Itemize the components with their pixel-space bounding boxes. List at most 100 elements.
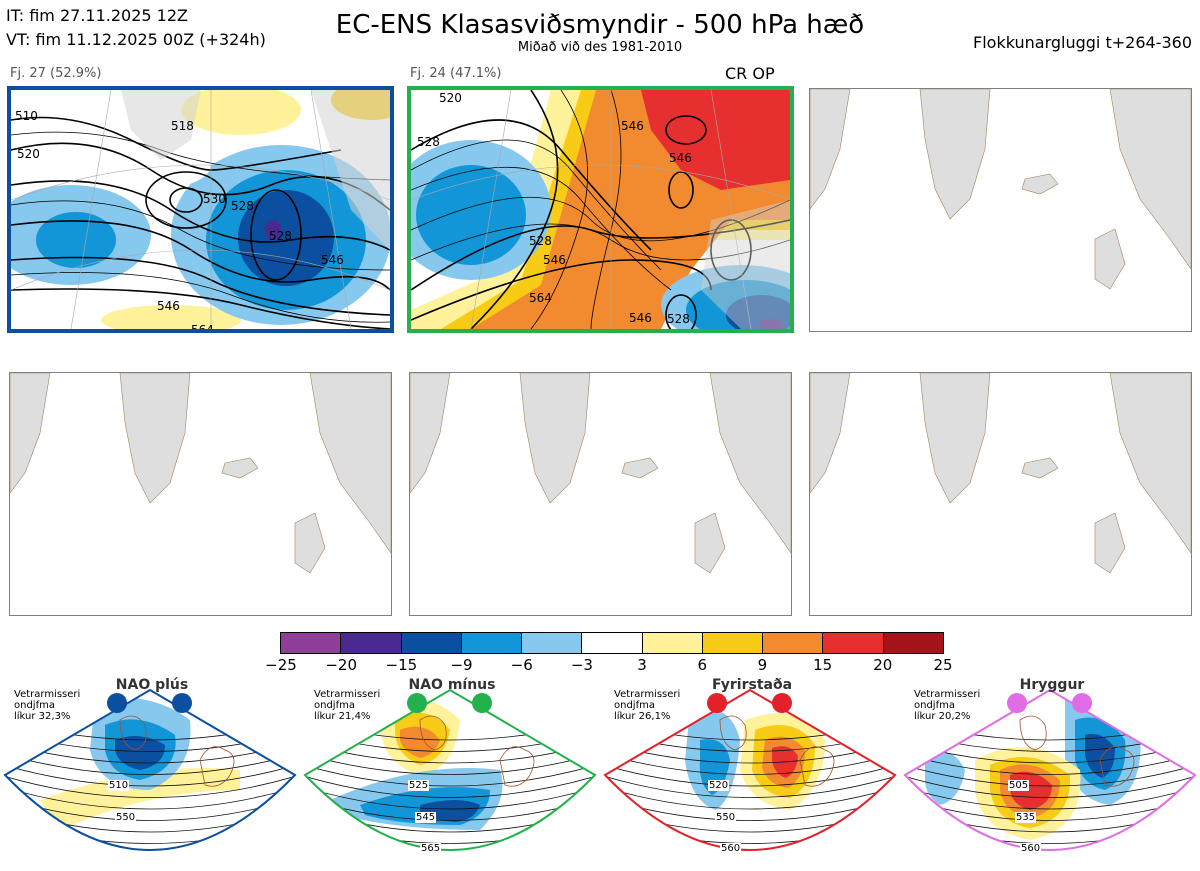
regime-probability: Vetrarmisseri ondjfma líkur 20,2% <box>914 689 980 722</box>
contour-label: 546 <box>543 253 566 267</box>
regime-indicator-dot <box>772 693 792 713</box>
regime-contour-label: 545 <box>415 812 437 823</box>
contour-label: 528 <box>269 229 292 243</box>
empty-map <box>10 373 391 574</box>
cluster-2-map[interactable]: 520 528 546 546 564 546 528 546 528 <box>407 86 794 333</box>
cluster-1-label: Fj. 27 (52.9%) <box>10 66 102 81</box>
regime-title: NAO plús <box>115 677 189 693</box>
anomaly-colorbar <box>280 632 944 654</box>
contour-label: 564 <box>191 323 214 329</box>
colorbar-swatch <box>461 633 523 653</box>
regime-indicator-dot <box>107 693 127 713</box>
regime-contour-label: 535 <box>1015 812 1037 823</box>
initial-time: IT: fim 27.11.2025 12Z <box>6 6 188 25</box>
colorbar-swatch <box>401 633 462 653</box>
regime-contour-label: 560 <box>1020 843 1042 854</box>
contour-label: 546 <box>629 311 652 325</box>
colorbar-swatch <box>883 633 943 653</box>
contour-label: 528 <box>667 312 690 326</box>
colorbar-tick-label: −6 <box>510 656 533 674</box>
regime-contour-label: 505 <box>1008 780 1030 791</box>
regime-info-line: líkur 21,4% <box>314 711 371 722</box>
colorbar-swatch <box>582 633 643 653</box>
classification-window: Flokkunargluggi t+264-360 <box>973 33 1192 52</box>
contour-label: 530 <box>203 192 226 206</box>
colorbar-swatch <box>823 633 884 653</box>
cluster-3-map[interactable] <box>809 88 1192 332</box>
empty-map <box>810 89 1191 290</box>
contour-label: 546 <box>157 299 180 313</box>
colorbar-swatch <box>702 633 764 653</box>
regime-contour-label: 525 <box>408 780 430 791</box>
regime-title: NAO mínus <box>408 677 496 693</box>
colorbar-tick-label: 6 <box>697 656 708 674</box>
colorbar-swatch <box>281 633 342 653</box>
contour-label: 528 <box>231 199 254 213</box>
cluster-4-map[interactable] <box>9 372 392 616</box>
regime-info-line: ondjfma <box>614 700 655 711</box>
cluster-6-map[interactable] <box>809 372 1192 616</box>
contour-label: 520 <box>17 147 40 161</box>
contour-label: 546 <box>621 119 644 133</box>
regime-contour-label: 510 <box>108 780 130 791</box>
regime-info-line: ondjfma <box>14 700 55 711</box>
regime-info-line: líkur 32,3% <box>14 711 71 722</box>
regime-info-line: ondjfma <box>914 700 955 711</box>
regime-info-line: Vetrarmisseri <box>314 689 381 700</box>
regime-indicator-dot <box>1072 693 1092 713</box>
colorbar-swatch <box>763 633 824 653</box>
valid-time: VT: fim 11.12.2025 00Z (+324h) <box>6 30 266 49</box>
regime-info-line: ondjfma <box>314 700 355 711</box>
colorbar-swatch <box>642 633 703 653</box>
colorbar-tick-label: −3 <box>570 656 593 674</box>
colorbar-tick-label: 15 <box>813 656 833 674</box>
regime-indicator-dot <box>407 693 427 713</box>
contour-label: 528 <box>529 234 552 248</box>
regime-contour-label: 560 <box>720 843 742 854</box>
regime-title: Hryggur <box>1019 677 1085 693</box>
contour-label: 546 <box>321 253 344 267</box>
contour-label: 520 <box>439 91 462 105</box>
regime-probability: Vetrarmisseri ondjfma líkur 32,3% <box>14 689 80 722</box>
regime-probability: Vetrarmisseri ondjfma líkur 26,1% <box>614 689 680 722</box>
contour-label: 564 <box>529 291 552 305</box>
cluster-1-anomaly-field: 510 518 520 528 530 528 546 546 564 <box>11 90 390 329</box>
regime-title: Fyrirstaða <box>711 677 793 693</box>
cluster-1-map[interactable]: 510 518 520 528 530 528 546 546 564 <box>7 86 394 333</box>
cluster-2-label: Fj. 24 (47.1%) <box>410 66 502 81</box>
regime-info-line: líkur 26,1% <box>614 711 671 722</box>
colorbar-tick-label: 9 <box>757 656 768 674</box>
regime-indicator-dot <box>472 693 492 713</box>
regime-contour-label: 520 <box>708 780 730 791</box>
contour-label: 510 <box>15 109 38 123</box>
colorbar-tick-label: 3 <box>637 656 647 674</box>
cluster-5-map[interactable] <box>409 372 792 616</box>
colorbar-swatch <box>341 633 402 653</box>
page-title: EC-ENS Klasasviðsmyndir - 500 hPa hæð <box>335 10 865 40</box>
regime-indicator-dot <box>172 693 192 713</box>
contour-label: 518 <box>171 119 194 133</box>
colorbar-tick-label: −20 <box>325 656 357 674</box>
colorbar-tick-label: 25 <box>933 656 953 674</box>
regime-probability: Vetrarmisseri ondjfma líkur 21,4% <box>314 689 380 722</box>
regime-indicator-dot <box>1007 693 1027 713</box>
empty-map <box>410 373 791 574</box>
colorbar-tick-label: −25 <box>265 656 297 674</box>
control-run-tag: CR OP <box>725 64 775 83</box>
contour-label: 528 <box>417 135 440 149</box>
colorbar-tick-label: −15 <box>385 656 418 674</box>
colorbar-swatch <box>522 633 583 653</box>
regime-indicator-dot <box>707 693 727 713</box>
regime-contour-label: 550 <box>715 812 737 823</box>
page-subtitle: Miðað við des 1981-2010 <box>517 40 683 55</box>
regime-info-line: Vetrarmisseri <box>614 689 681 700</box>
regime-info-line: Vetrarmisseri <box>14 689 81 700</box>
regime-info-line: líkur 20,2% <box>914 711 971 722</box>
empty-map <box>810 373 1191 574</box>
colorbar-tick-label: −9 <box>450 656 473 674</box>
regime-contour-label: 550 <box>115 812 137 823</box>
